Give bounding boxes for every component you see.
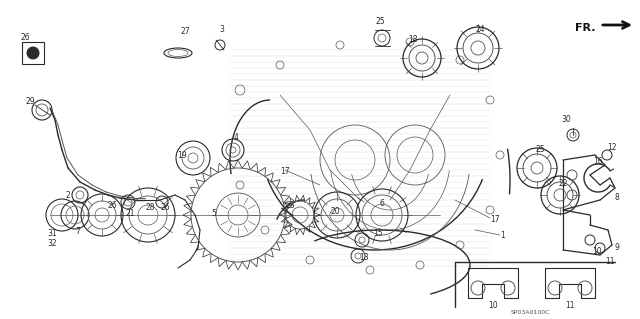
Text: 21: 21: [125, 209, 135, 218]
Text: 22: 22: [558, 179, 568, 188]
Text: 28: 28: [145, 203, 155, 211]
Text: 6: 6: [380, 199, 385, 209]
Circle shape: [27, 47, 39, 59]
Text: SP03A0100C: SP03A0100C: [510, 309, 550, 315]
Text: 31: 31: [47, 228, 57, 238]
Text: 25: 25: [375, 18, 385, 26]
Text: 23: 23: [285, 201, 295, 210]
Text: 11: 11: [565, 300, 575, 309]
Text: 26: 26: [160, 203, 170, 211]
Text: 26: 26: [20, 33, 30, 42]
Text: 9: 9: [614, 242, 620, 251]
Text: 26: 26: [107, 202, 117, 211]
Text: 11: 11: [605, 256, 615, 265]
Text: 27: 27: [180, 27, 190, 36]
Text: 29: 29: [25, 98, 35, 107]
Text: 19: 19: [177, 151, 187, 160]
Text: 2: 2: [66, 190, 70, 199]
Text: 3: 3: [220, 26, 225, 34]
Text: 24: 24: [475, 26, 485, 34]
Text: 30: 30: [561, 115, 571, 124]
Text: 10: 10: [488, 300, 498, 309]
Text: 25: 25: [535, 145, 545, 154]
Text: FR.: FR.: [575, 23, 596, 33]
Text: 5: 5: [212, 209, 216, 218]
Text: 13: 13: [359, 254, 369, 263]
Text: 17: 17: [490, 216, 500, 225]
Text: 1: 1: [500, 231, 506, 240]
Text: 15: 15: [373, 228, 383, 238]
Text: 32: 32: [47, 239, 57, 248]
Bar: [22, 42, 44, 64]
Text: 12: 12: [607, 144, 617, 152]
Text: 10: 10: [592, 248, 602, 256]
Text: 18: 18: [408, 35, 418, 44]
Text: 7: 7: [76, 227, 81, 236]
Text: 16: 16: [593, 158, 603, 167]
Text: 4: 4: [234, 133, 239, 143]
Text: 17: 17: [280, 167, 290, 176]
Text: 8: 8: [614, 192, 620, 202]
Text: 20: 20: [330, 207, 340, 217]
